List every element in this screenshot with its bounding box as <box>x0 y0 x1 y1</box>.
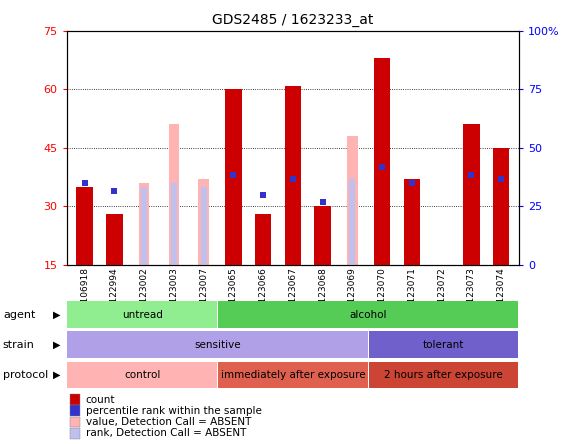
Bar <box>493 148 509 265</box>
Text: ▶: ▶ <box>53 370 60 380</box>
Text: ▶: ▶ <box>53 309 60 320</box>
Text: sensitive: sensitive <box>194 340 241 350</box>
Bar <box>70 428 80 439</box>
Text: 2 hours after exposure: 2 hours after exposure <box>385 370 503 380</box>
Bar <box>374 58 390 265</box>
Bar <box>369 362 519 388</box>
Text: protocol: protocol <box>3 370 48 380</box>
Title: GDS2485 / 1623233_at: GDS2485 / 1623233_at <box>212 13 374 27</box>
Text: ▶: ▶ <box>53 340 60 350</box>
Bar <box>369 332 519 358</box>
Bar <box>347 136 358 265</box>
Bar <box>171 183 177 265</box>
Text: percentile rank within the sample: percentile rank within the sample <box>86 406 262 416</box>
Text: tolerant: tolerant <box>423 340 465 350</box>
Bar <box>141 187 147 265</box>
Bar <box>463 124 480 265</box>
Text: rank, Detection Call = ABSENT: rank, Detection Call = ABSENT <box>86 428 246 438</box>
Bar <box>70 405 80 416</box>
Text: value, Detection Call = ABSENT: value, Detection Call = ABSENT <box>86 417 251 427</box>
Bar <box>218 362 368 388</box>
Bar <box>225 90 241 265</box>
Bar <box>349 179 356 265</box>
Bar <box>139 183 149 265</box>
Bar <box>201 187 206 265</box>
Bar <box>169 124 179 265</box>
Bar <box>404 179 420 265</box>
Text: alcohol: alcohol <box>350 309 387 320</box>
Bar <box>77 187 93 265</box>
Bar <box>67 301 217 328</box>
Bar <box>314 206 331 265</box>
Bar <box>285 86 301 265</box>
Bar <box>255 214 271 265</box>
Bar <box>106 214 122 265</box>
Bar <box>70 416 80 427</box>
Bar <box>67 332 368 358</box>
Text: immediately after exposure: immediately after exposure <box>220 370 365 380</box>
Bar <box>67 362 217 388</box>
Text: control: control <box>124 370 160 380</box>
Text: agent: agent <box>3 309 35 320</box>
Text: strain: strain <box>3 340 35 350</box>
Bar <box>70 394 80 405</box>
Text: count: count <box>86 395 115 404</box>
Bar <box>198 179 209 265</box>
Bar <box>218 301 519 328</box>
Text: untread: untread <box>122 309 162 320</box>
